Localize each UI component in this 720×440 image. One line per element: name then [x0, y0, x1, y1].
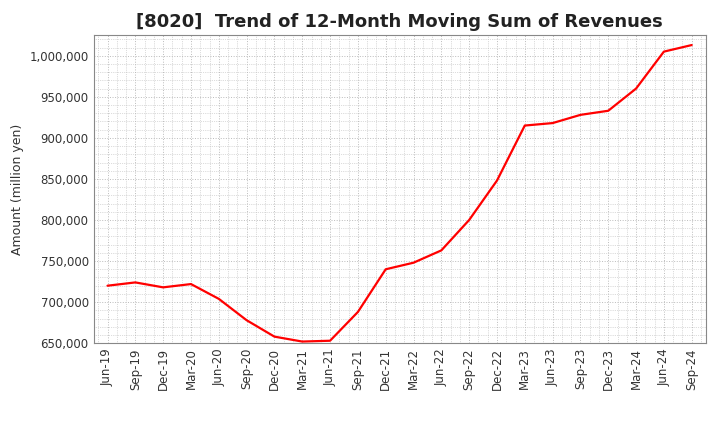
- Y-axis label: Amount (million yen): Amount (million yen): [11, 124, 24, 255]
- Title: [8020]  Trend of 12-Month Moving Sum of Revenues: [8020] Trend of 12-Month Moving Sum of R…: [136, 13, 663, 31]
